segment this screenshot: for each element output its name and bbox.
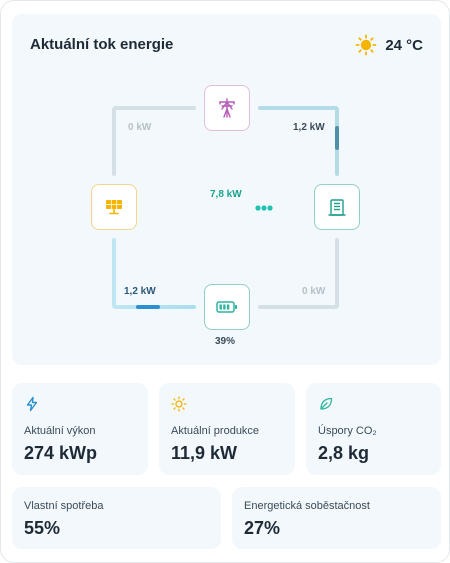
card-value: 27% [244,518,281,538]
flow-line-grid-solar [112,106,196,176]
lightning-icon [24,396,40,412]
battery-node[interactable] [204,284,250,330]
flow-line-battery-house [258,238,339,309]
leaf-icon [318,396,334,412]
weather: 24 °C [355,34,423,56]
flow-diagram [112,106,339,309]
flow-line-grid-house [258,106,339,176]
temperature: 24 °C [385,36,423,54]
card-current-production: Aktuální produkce 11,9 kW [159,383,295,475]
card-current-power: Aktuální výkon 274 kWp [12,383,148,475]
grid-icon [216,97,238,119]
solar-panel-icon [104,198,124,216]
energy-flow-panel: Aktuální tok energie [12,14,441,365]
card-self-sufficiency: Energetická soběstačnost 27% [232,487,441,549]
battery-level: 39% [215,336,236,347]
card-label: Úspory CO₂ [318,425,377,437]
flow-title: Aktuální tok energie [30,36,174,53]
card-label: Aktuální výkon [24,425,96,437]
card-label: Aktuální produkce [171,425,260,437]
flow-dots-solar-house [255,205,273,211]
card-value: 274 kWp [24,443,98,463]
flow-value-solar-battery: 1,2 kW [124,286,156,297]
card-self-consumption: Vlastní spotřeba 55% [12,487,221,549]
card-label: Energetická soběstačnost [244,500,370,512]
house-node[interactable] [314,184,360,230]
flow-value-grid-solar: 0 kW [128,122,152,133]
house-icon [327,197,347,217]
sun-icon [355,34,377,56]
card-label: Vlastní spotřeba [24,500,104,512]
sun-icon [171,396,187,412]
flow-value-battery-house: 0 kW [302,286,326,297]
battery-icon [216,300,238,314]
solar-node[interactable] [91,184,137,230]
card-value: 11,9 kW [171,443,238,463]
flow-value-grid-house: 1,2 kW [293,122,325,133]
card-co2-savings: Úspory CO₂ 2,8 kg [306,383,441,475]
flow-line-solar-battery [112,238,196,309]
card-value: 2,8 kg [318,443,370,463]
card-value: 55% [24,518,61,538]
flow-value-solar-house: 7,8 kW [210,189,242,200]
grid-node[interactable] [204,85,250,131]
